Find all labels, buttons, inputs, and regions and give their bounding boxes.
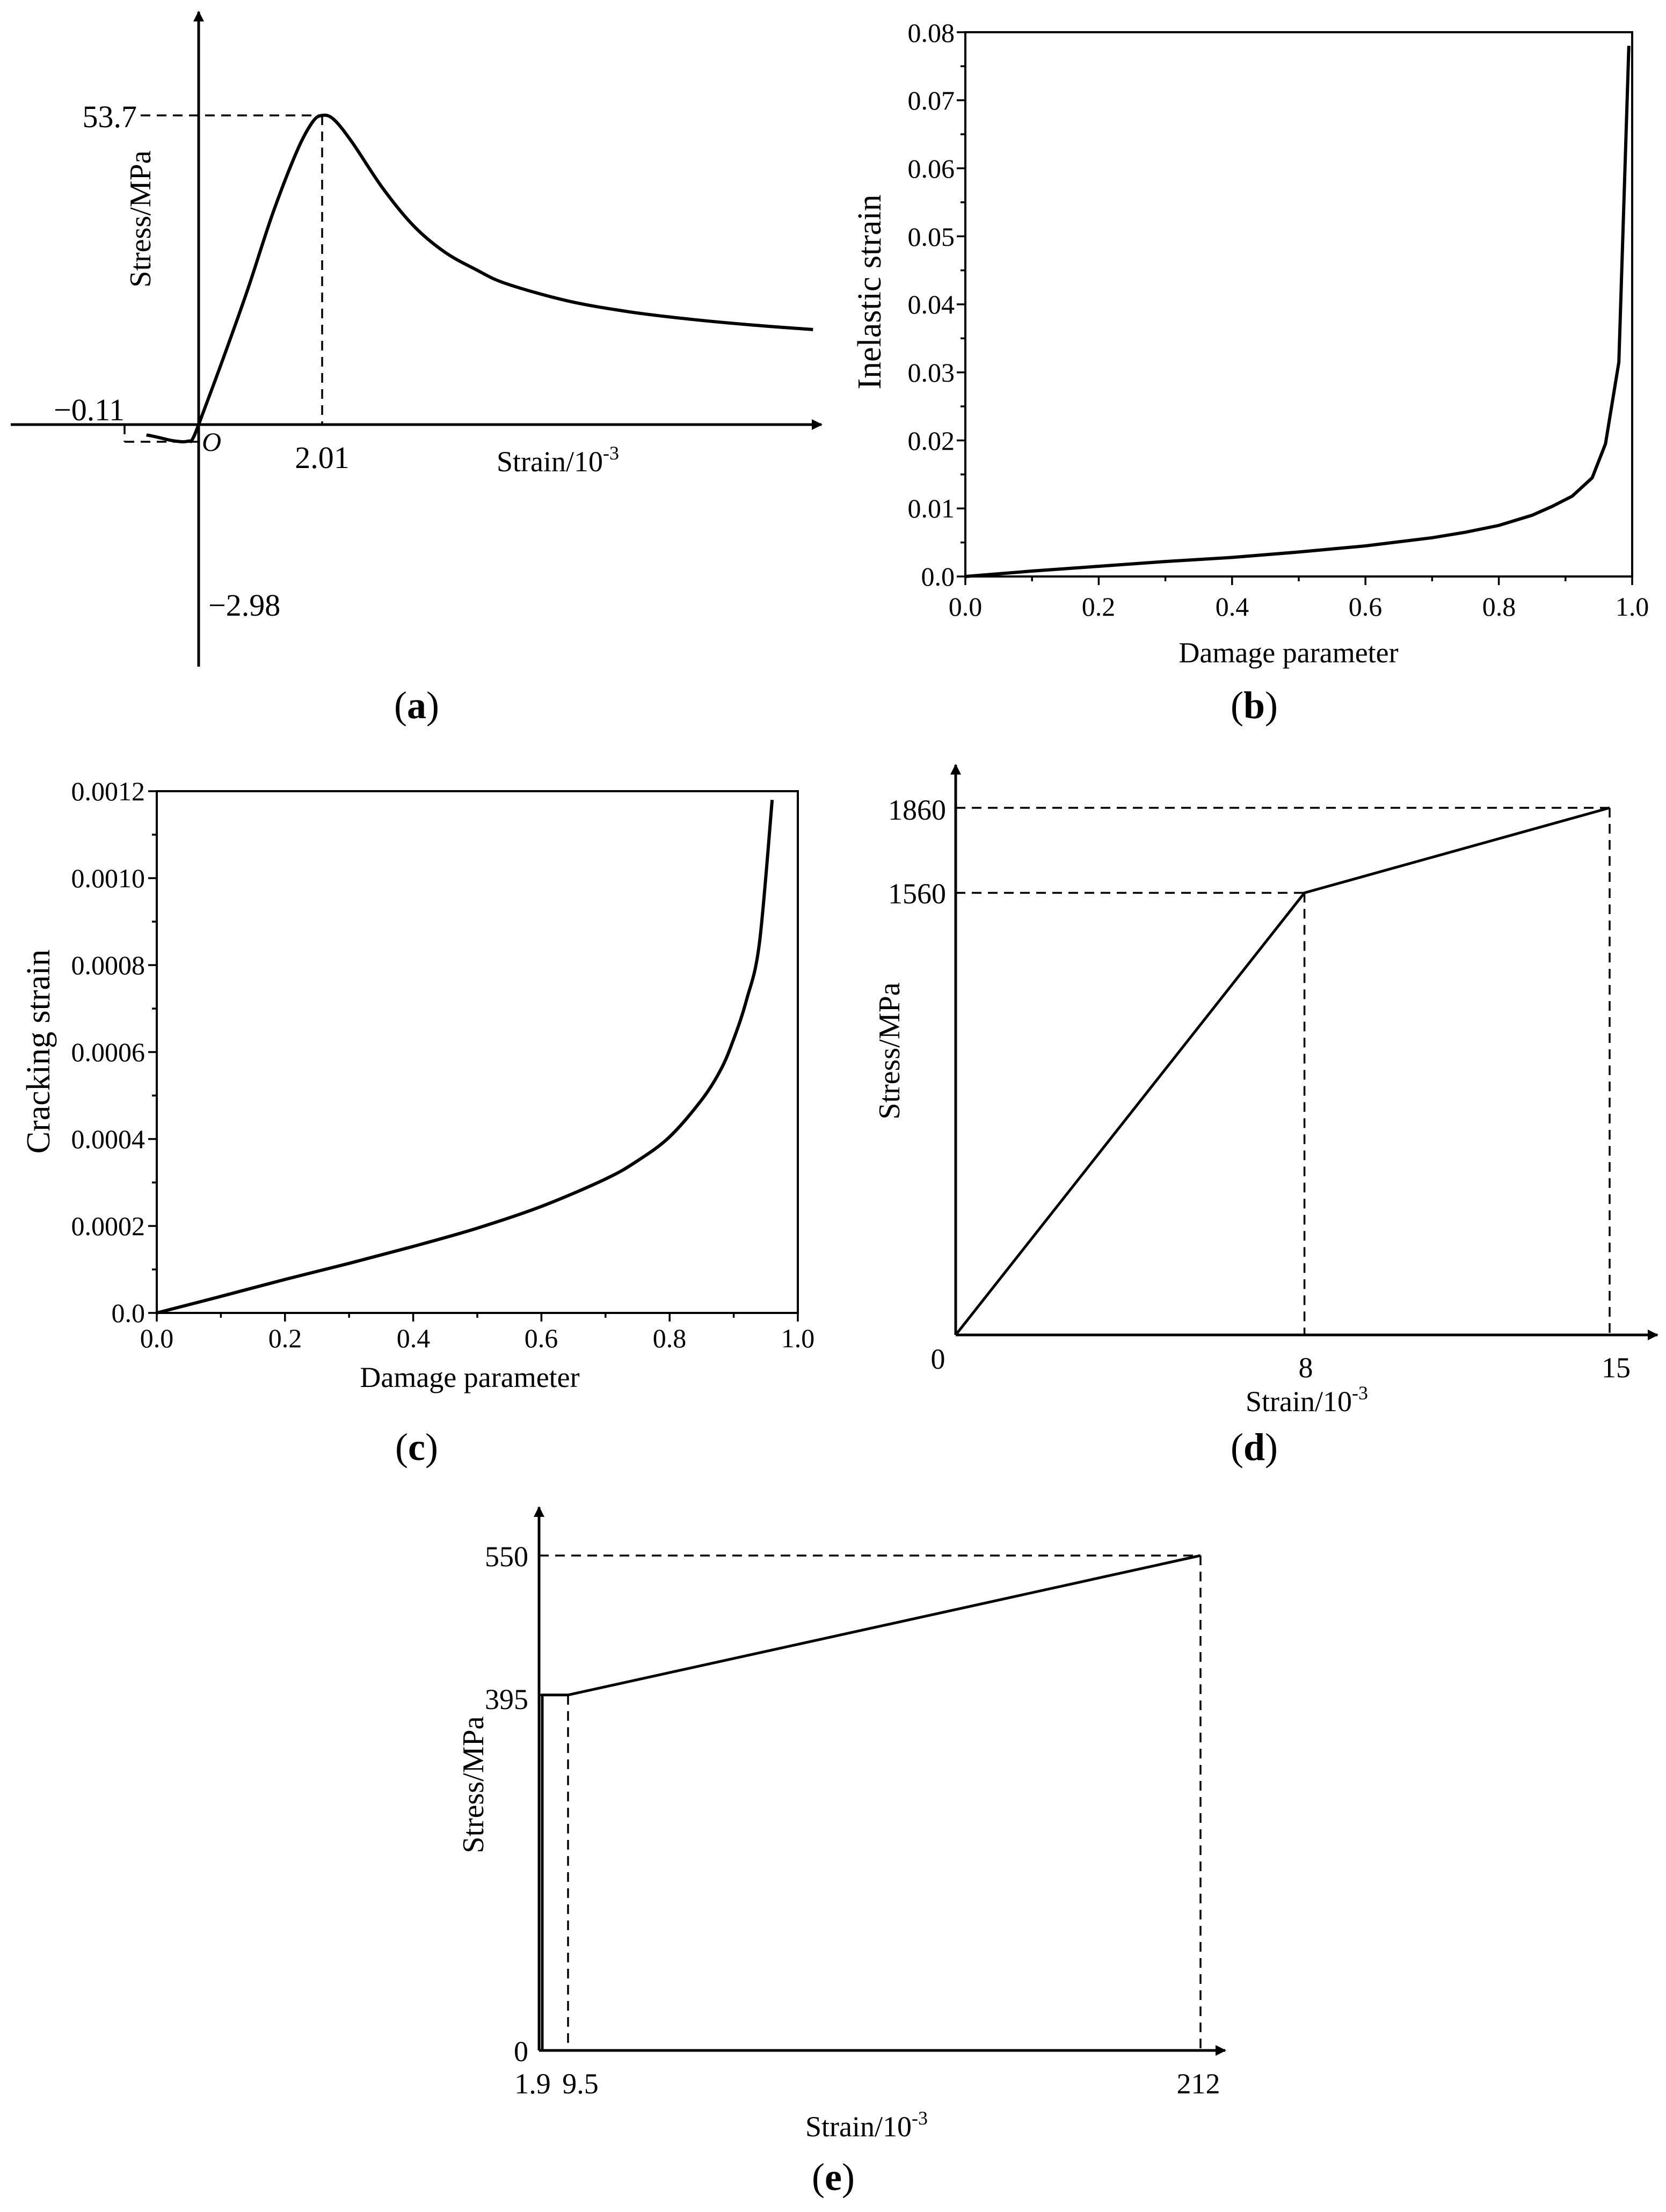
panel-c-y-tick-label: 0.0008	[71, 950, 145, 980]
panel-c-y-tick-label: 0.0002	[71, 1211, 145, 1241]
panel-c-x-tick-label: 1.0	[781, 1323, 815, 1353]
panel-b: 0.0 0.2 0.4 0.6 0.8 1.0 0.0 0.01 0.02 0.…	[852, 18, 1649, 727]
panel-c-x-tick-label: 0.6	[525, 1323, 558, 1353]
panel-c-y-tick-label: 0.0010	[71, 863, 145, 893]
panel-b-y-tick-label: 0.06	[908, 154, 955, 184]
panel-b-x-tick-label: 0.0	[949, 592, 983, 622]
panel-b-y-tick-label: 0.02	[908, 426, 955, 456]
panel-d-x-tick-label: 8	[1299, 1352, 1313, 1384]
panel-c-x-label: Damage parameter	[360, 1361, 579, 1393]
panel-e-x-tick-label: 9.5	[562, 2068, 599, 2100]
panel-b-y-tick-label: 0.03	[908, 357, 955, 388]
panel-c-ticks	[148, 790, 799, 1322]
panel-b-ticks	[957, 31, 1633, 585]
panel-b-curve	[965, 46, 1631, 578]
panel-c-y-label: Cracking strain	[20, 950, 57, 1154]
panel-e-y-tick-label: 550	[485, 1541, 528, 1573]
panel-d-x-label: Strain/10-3	[1246, 1382, 1368, 1418]
panel-c-frame	[156, 790, 799, 1314]
panel-b-y-tick-label: 0.08	[908, 18, 955, 48]
panel-b-x-label: Damage parameter	[1178, 637, 1398, 669]
panel-b-x-tick-label: 1.0	[1616, 592, 1649, 622]
panel-c-y-tick-label: 0.0	[112, 1298, 145, 1328]
panel-c-y-tick-label: 0.0012	[71, 776, 145, 806]
panel-c-y-tick-label: 0.0004	[71, 1124, 145, 1154]
panel-b-y-tick-label: 0.01	[908, 493, 955, 523]
panel-a-min-stress-label: −2.98	[208, 588, 280, 623]
panel-a-x-label: Strain/10-3	[497, 442, 619, 478]
panel-e-curve	[541, 1554, 1201, 2050]
panel-d-y-tick-label: 1860	[888, 794, 946, 826]
panel-a-caption: (a)	[394, 684, 439, 727]
panel-d: 0 8 15 1560 1860 Strain/10-3 Stress/MPa …	[873, 764, 1658, 1469]
panel-c-y-tick-label: 0.0006	[71, 1037, 145, 1067]
panel-b-y-tick-label: 0.07	[908, 85, 955, 115]
panel-d-y-tick-label: 1560	[888, 878, 946, 910]
panel-a-peak-stress-label: 53.7	[83, 99, 137, 134]
panel-a-curve	[146, 113, 813, 444]
panel-e-x-tick-label: 1.9	[514, 2068, 551, 2100]
panel-d-origin-label: 0	[931, 1343, 945, 1375]
panel-b-x-tick-label: 0.4	[1216, 592, 1249, 622]
panel-b-frame	[964, 31, 1633, 578]
panel-b-x-tick-label: 0.8	[1482, 592, 1516, 622]
panel-b-caption: (b)	[1231, 684, 1278, 727]
panel-e-y-tick-label: 395	[485, 1683, 528, 1715]
panel-c-x-tick-label: 0.0	[140, 1323, 174, 1353]
panel-b-x-tick-label: 0.6	[1349, 592, 1383, 622]
panel-b-y-label: Inelastic strain	[852, 194, 888, 389]
panel-a-origin-label: O	[202, 427, 221, 457]
panel-e: 0 1.9 9.5 212 395 550 Strain/10-3 Stress…	[457, 1506, 1226, 2199]
panel-b-y-tick-label: 0.0	[921, 561, 955, 592]
panel-c-x-tick-label: 0.2	[268, 1323, 302, 1353]
panel-a-peak-strain-label: 2.01	[295, 440, 350, 475]
panel-e-x-label: Strain/10-3	[805, 2107, 928, 2143]
panel-c-curve	[156, 799, 774, 1315]
panel-d-caption: (d)	[1231, 1426, 1278, 1469]
panel-b-y-tick-label: 0.04	[908, 289, 955, 319]
panel-a-y-label: Stress/MPa	[124, 150, 157, 287]
panel-e-x-tick-label: 212	[1177, 2068, 1220, 2100]
panel-d-guides	[956, 807, 1611, 1335]
panel-e-caption: (e)	[812, 2156, 855, 2199]
panel-a-guides	[123, 114, 323, 443]
panel-d-y-label: Stress/MPa	[873, 982, 906, 1119]
panel-e-y-label: Stress/MPa	[457, 1716, 490, 1853]
panel-c-x-tick-label: 0.8	[653, 1323, 687, 1353]
panel-b-x-tick-label: 0.2	[1082, 592, 1116, 622]
panel-c-x-tick-label: 0.4	[397, 1323, 431, 1353]
panel-a-min-strain-label: −0.11	[54, 392, 125, 427]
panel-d-curve	[955, 806, 1610, 1336]
panel-a: 53.7 2.01 −0.11 −2.98 O Strain/10-3 Stre…	[11, 11, 823, 727]
panel-d-x-tick-label: 15	[1602, 1352, 1631, 1384]
panel-e-origin-label: 0	[514, 2035, 528, 2068]
panel-c: 0.0 0.2 0.4 0.6 0.8 1.0 0.0 0.0002 0.000…	[20, 776, 814, 1469]
panel-b-y-tick-label: 0.05	[908, 222, 955, 252]
panel-c-caption: (c)	[395, 1426, 438, 1469]
